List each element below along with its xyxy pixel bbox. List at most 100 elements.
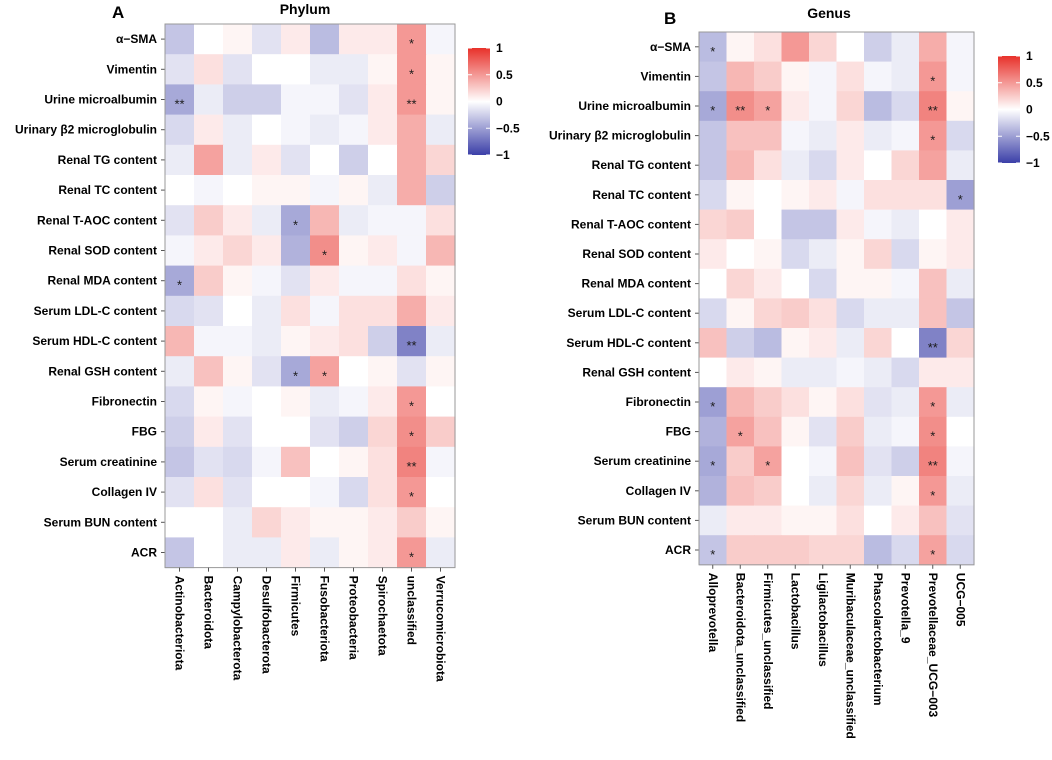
- panel-a-cell: [281, 386, 311, 418]
- panel-b-row-label: Serum HDL-C content: [566, 336, 691, 350]
- panel-a-cell: [397, 265, 427, 297]
- panel-b-cell: [726, 446, 755, 477]
- panel-b-cell: [891, 32, 920, 63]
- panel-a-column-label: Desulfobacterota: [260, 576, 274, 674]
- panel-b-cell: [864, 298, 893, 329]
- panel-a-cell: [223, 507, 253, 538]
- panel-b-cell: [809, 416, 838, 447]
- panel-a-cell: [165, 416, 195, 448]
- panel-a-cell: [223, 265, 253, 297]
- panel-b-cell: [726, 61, 755, 92]
- panel-b-cell: [809, 32, 838, 63]
- panel-b-cell: [726, 535, 755, 566]
- panel-b-cell: [919, 180, 948, 211]
- panel-a-cell: [368, 326, 398, 357]
- panel-a-cell: [194, 326, 224, 357]
- panel-b-row-label: Renal T-AOC content: [571, 217, 691, 231]
- panel-a-cell: [223, 446, 253, 478]
- panel-a-cell: [339, 356, 369, 387]
- panel-b-cell: [836, 150, 865, 181]
- panel-b-row-label: Renal TC content: [592, 188, 691, 202]
- panel-b-cell: [699, 61, 728, 92]
- panel-b-cell: [836, 180, 865, 211]
- panel-a-cell: [339, 537, 369, 569]
- panel-b-column-label: Phascolarctobacterium: [871, 573, 885, 706]
- panel-a-cell: [368, 54, 398, 85]
- panel-a-legend-tick-label: −1: [496, 148, 510, 162]
- panel-a-column-label: unclassified: [405, 576, 419, 645]
- panel-a-significance-mark: **: [406, 459, 416, 474]
- panel-a-cell: [310, 416, 340, 448]
- panel-b-cell: [891, 387, 920, 418]
- panel-b-cell: [781, 61, 810, 92]
- panel-a-cell: [368, 235, 398, 267]
- panel-a-significance-mark: *: [177, 278, 182, 293]
- panel-b-column-label: Prevotellaceae_UCG−003: [926, 573, 940, 718]
- panel-b-cell: [836, 505, 865, 536]
- panel-a-cell: [426, 537, 456, 569]
- panel-b-significance-mark: *: [710, 103, 715, 118]
- panel-b-cell: [754, 446, 783, 477]
- panel-a-cell: [368, 416, 398, 448]
- panel-a-cell: [223, 356, 253, 387]
- panel-a-cell: [165, 114, 195, 146]
- panel-a-cell: [223, 54, 253, 85]
- panel-b-cell: [864, 446, 893, 477]
- panel-a-cell: [194, 446, 224, 478]
- panel-b-cell: [726, 505, 755, 536]
- panel-a-significance-mark: *: [409, 399, 414, 414]
- panel-a-cell: [426, 235, 456, 267]
- panel-b-cell: [946, 328, 975, 359]
- panel-b-column-label: Ligilactobacillus: [816, 573, 830, 667]
- panel-b-cell: [864, 416, 893, 447]
- panel-a-cell: [165, 175, 195, 206]
- panel-a-cell: [165, 386, 195, 418]
- panel-a-cell: [281, 295, 311, 327]
- panel-b-significance-mark: *: [930, 547, 935, 562]
- panel-a-cell: [281, 235, 311, 267]
- panel-b-cell: [919, 387, 948, 418]
- panel-b-significance-mark: *: [710, 44, 715, 59]
- panel-a-legend-tick-label: 0.5: [496, 68, 513, 82]
- panel-b-cell: [726, 268, 755, 299]
- panel-b-cell: [809, 209, 838, 240]
- panel-a-cell: [252, 507, 282, 538]
- panel-b-cell: [781, 209, 810, 240]
- panel-a-cell: [252, 54, 282, 85]
- panel-b-cell: [726, 150, 755, 181]
- panel-a-cell: [281, 54, 311, 85]
- panel-a-cell: [194, 416, 224, 448]
- panel-b-significance-mark: *: [930, 488, 935, 503]
- panel-a-cell: [426, 144, 456, 176]
- panel-a-cell: [397, 235, 427, 267]
- panel-a-cell: [310, 295, 340, 327]
- panel-b-cell: [891, 150, 920, 181]
- panel-b-cell: [699, 357, 728, 388]
- panel-a-cell: [310, 114, 340, 146]
- panel-b-cell: [946, 120, 975, 151]
- panel-a-cell: [426, 84, 456, 116]
- panel-a-cell: [252, 175, 282, 206]
- panel-a-cell: [426, 205, 456, 236]
- panel-a-cell: [368, 84, 398, 116]
- panel-b-column-label: Firmicutes_unclassified: [761, 573, 775, 710]
- panel-a-cell: [397, 84, 427, 116]
- panel-a-cell: [194, 477, 224, 508]
- panel-a-cell: [426, 356, 456, 387]
- panel-b-legend-colorbar: [998, 56, 1020, 163]
- panel-b-row-label: Urinary β2 microglobulin: [549, 129, 691, 143]
- panel-a-cell: [223, 144, 253, 176]
- panel-a-cell: [397, 507, 427, 538]
- panel-b-cell: [699, 91, 728, 122]
- panel-a-cell: [368, 175, 398, 206]
- panel-a-cell: [426, 477, 456, 508]
- panel-b-row-label: Urine microalbumin: [578, 99, 691, 113]
- panel-a-cell: [194, 175, 224, 206]
- panel-a-cell: [281, 24, 311, 55]
- panel-a-column-label: Firmicutes: [289, 576, 303, 637]
- panel-a-cell: [397, 295, 427, 327]
- panel-b-cell: [781, 446, 810, 477]
- panel-a-cell: [368, 295, 398, 327]
- panel-a-row-label: Serum creatinine: [60, 455, 158, 469]
- panel-b-cell: [699, 268, 728, 299]
